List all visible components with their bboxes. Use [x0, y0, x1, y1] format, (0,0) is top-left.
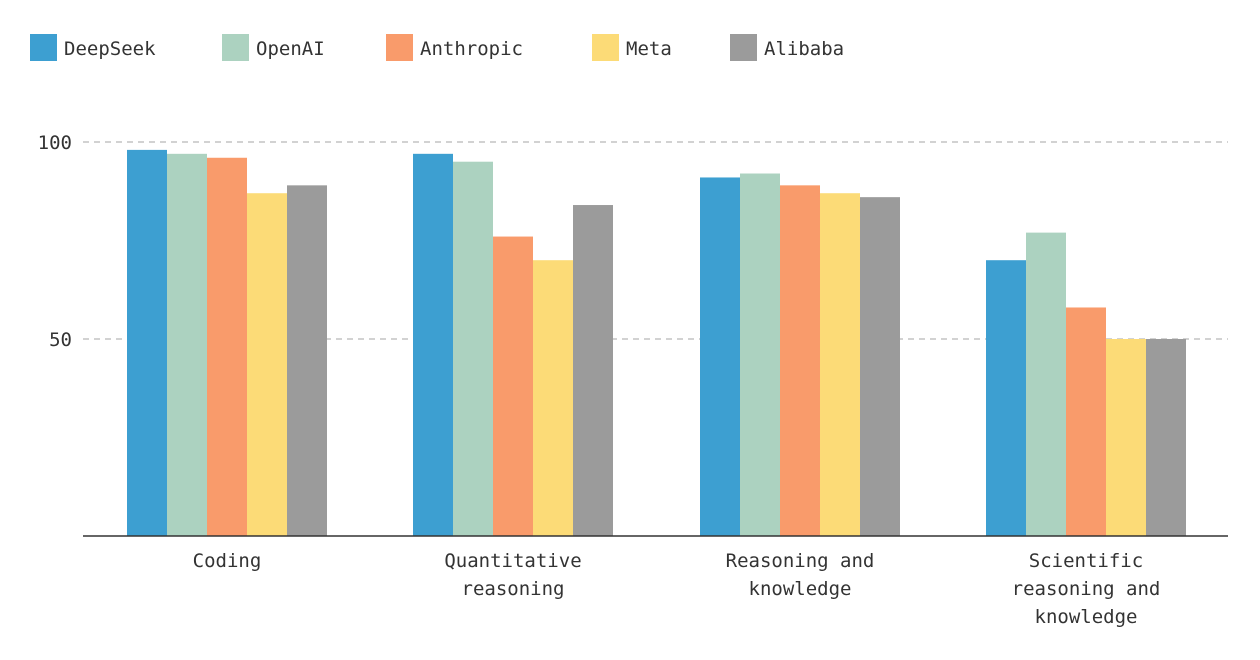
bar-openai-2: [740, 173, 780, 536]
x-tick-label-0-0: Coding: [193, 550, 262, 572]
bar-openai-1: [453, 161, 493, 536]
bar-meta-0: [247, 193, 287, 536]
x-tick-label-3-0: Scientific: [1029, 550, 1143, 572]
bar-alibaba-2: [860, 197, 900, 536]
legend-label-meta: Meta: [626, 38, 672, 60]
bar-anthropic-2: [780, 185, 820, 536]
x-tick-label-3-2: knowledge: [1035, 606, 1138, 628]
bar-openai-0: [167, 153, 207, 536]
legend-label-openai: OpenAI: [256, 38, 325, 60]
x-tick-label-1-0: Quantitative: [444, 550, 581, 572]
bar-anthropic-0: [207, 157, 247, 536]
legend-label-deepseek: DeepSeek: [64, 38, 156, 60]
bar-deepseek-2: [700, 177, 740, 536]
legend-label-alibaba: Alibaba: [764, 38, 844, 60]
y-tick-label-50: 50: [49, 329, 72, 351]
bar-anthropic-3: [1066, 307, 1106, 536]
y-tick-label-100: 100: [38, 132, 72, 154]
bar-deepseek-1: [413, 153, 453, 536]
x-tick-label-1-1: reasoning: [462, 578, 565, 600]
bar-alibaba-0: [287, 185, 327, 536]
legend-swatch-anthropic: [386, 34, 413, 61]
bar-meta-3: [1106, 339, 1146, 536]
legend-swatch-meta: [592, 34, 619, 61]
bar-deepseek-3: [986, 260, 1026, 536]
legend-swatch-openai: [222, 34, 249, 61]
bar-alibaba-1: [573, 205, 613, 537]
bar-meta-2: [820, 193, 860, 536]
bar-openai-3: [1026, 232, 1066, 536]
bar-alibaba-3: [1146, 339, 1186, 536]
legend-swatch-alibaba: [730, 34, 757, 61]
x-tick-label-3-1: reasoning and: [1012, 578, 1161, 600]
x-tick-label-2-1: knowledge: [749, 578, 852, 600]
bar-anthropic-1: [493, 236, 533, 536]
bar-deepseek-0: [127, 149, 167, 536]
legend-label-anthropic: Anthropic: [420, 38, 523, 60]
legend-swatch-deepseek: [30, 34, 57, 61]
bar-meta-1: [533, 260, 573, 536]
x-tick-label-2-0: Reasoning and: [726, 550, 875, 572]
